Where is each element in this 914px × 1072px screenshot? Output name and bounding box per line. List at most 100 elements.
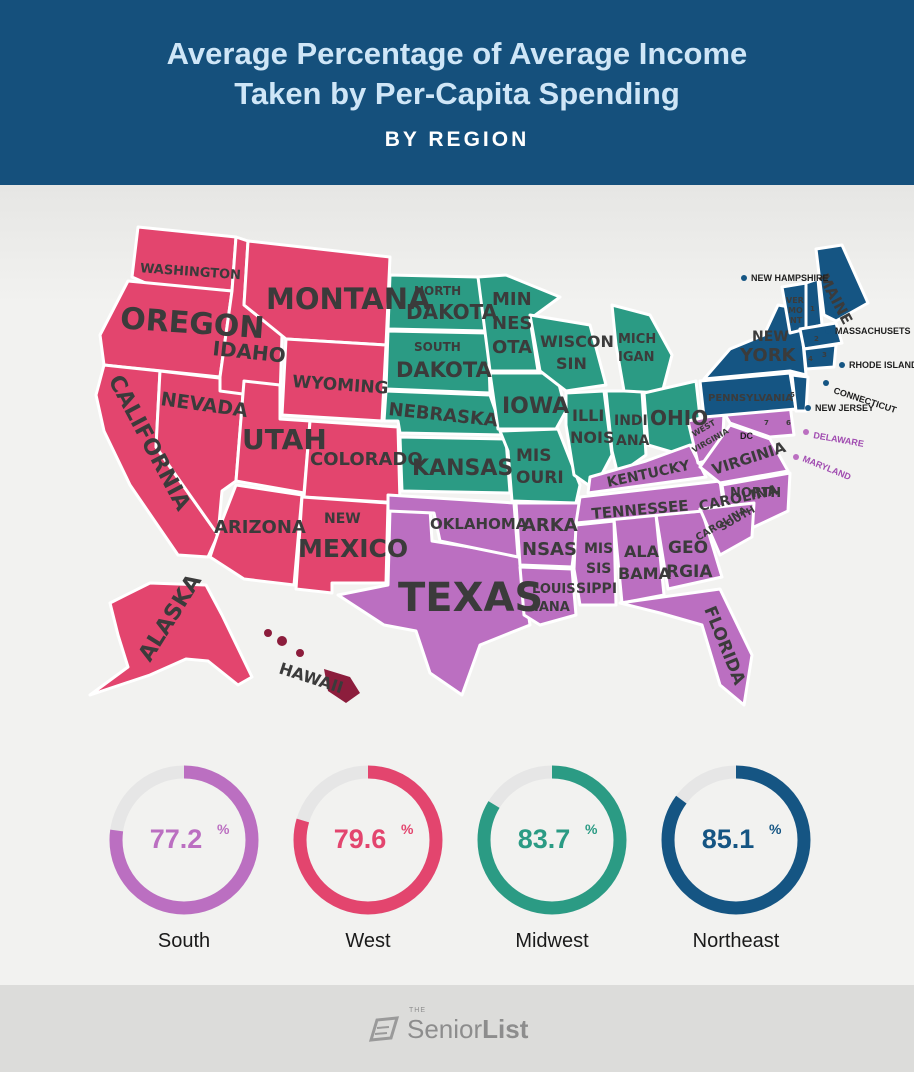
state-michigan [610,303,674,395]
logo-list: List [482,1013,529,1044]
label-alabama-1: ALA [624,542,660,561]
label-michigan-2: IGAN [618,350,654,365]
logo-book-icon [368,1016,400,1042]
label-rhode-island: RHODE ISLAND [849,360,914,370]
label-illinois-2: NOIS [570,428,614,447]
hawaii-island [264,629,272,637]
label-illinois-1: ILLI [572,406,604,425]
label-num-4: 4 [808,355,813,363]
label-dc: DC [740,431,753,441]
state-arkansas [514,501,582,569]
donut-arc-northeast [661,765,811,915]
logo-senior: Senior [407,1013,483,1044]
us-region-map: WASHINGTON OREGON CALIFORNIA NEVADA IDAH… [0,185,914,745]
donut-label-west: West [345,930,391,952]
donut-midwest-svg: 83.7 % [477,765,627,915]
callout-dot [805,405,811,411]
label-new-mexico-2: MEXICO [298,534,408,563]
label-missouri-2: OURI [516,468,564,488]
label-texas: TEXAS [398,575,543,621]
donut-value-northeast: 85.1 [702,824,755,854]
label-delaware: DELAWARE [813,430,865,449]
state-arizona [208,483,304,587]
label-maryland: MARYLAND [801,454,853,483]
label-south-dakota-1: SOUTH [414,340,461,354]
label-minnesota-1: MIN [492,289,532,310]
label-montana: MONTANA [266,282,431,316]
donut-value-south: 77.2 [150,824,203,854]
state-florida [618,587,754,707]
label-north-dakota-1: NORTH [414,284,461,298]
label-num-2: 2 [814,335,819,343]
state-oklahoma [386,493,520,559]
chart-title-line-2: Taken by Per-Capita Spending [234,76,680,111]
donut-west: 79.6 % West [273,760,463,953]
state-connecticut-rhode-island [802,343,838,371]
chart-title-line-1: Average Percentage of Average Income [166,36,748,71]
state-louisiana [518,565,578,627]
donut-northeast-svg: 85.1 % [661,765,811,915]
label-new-jersey: NEW JERSEY [815,403,874,413]
callout-dot [793,454,799,460]
donut-arc-west [293,765,443,915]
label-washington: WASHINGTON [140,261,242,283]
label-north-dakota-2: DAKOTA [406,300,498,324]
donut-chart-row: 77.2 % South 79.6 % West 83.7 % Midwest … [0,745,914,985]
footer: THE Senior List [0,985,914,1072]
donut-label-south: South [157,930,211,952]
label-louisiana-1: LOUIS [532,582,576,597]
chart-subtitle: BY REGION [384,128,530,151]
state-maine [814,243,870,323]
label-massachusetts: MASSACHUSETS [835,326,911,336]
label-minnesota-3: OTA [492,337,532,358]
midwest-region [382,273,704,505]
label-new-york-2: YORK [739,345,797,366]
label-new-york-1: NEW [752,329,789,345]
label-mississippi-2: SIS [586,561,611,577]
label-pennsylvania: PENNSYLVANIA [708,393,793,404]
donut-northeast: 85.1 % Northeast [641,760,831,953]
state-nebraska [382,389,506,437]
label-louisiana-2: IANA [534,600,570,615]
label-alabama-2: BAMA [618,564,672,583]
label-ohio: OHIO [650,406,708,430]
label-mississippi-3: SIPPI [576,581,617,597]
state-virginia [698,423,790,485]
state-wyoming [280,337,388,423]
donut-west-svg: 79.6 % [293,765,443,915]
state-wisconsin [528,313,608,393]
northeast-region [698,243,870,419]
donut-label-midwest: Midwest [515,930,589,952]
donut-label-northeast: Northeast [692,930,780,952]
label-arkansas-2: NSAS [522,539,577,560]
state-south-dakota [384,329,492,395]
callout-dot [839,362,845,368]
hawaii-island [277,636,287,646]
header-banner: Average Percentage of Average Income Tak… [0,0,914,185]
label-north-carolina-1: NORTH [730,486,781,501]
donut-south-svg: 77.2 % [109,765,259,915]
donut-pct-south: % [217,821,230,837]
donut-pct-midwest: % [585,821,598,837]
label-utah: UTAH [242,423,327,456]
donut-south: 77.2 % South [89,760,279,953]
label-georgia-1: GEO [668,538,708,558]
label-mississippi-1: MIS [584,541,613,557]
label-georgia-2: RGIA [666,562,713,582]
west-region [88,225,402,697]
senior-list-logo: THE Senior List [367,1007,528,1051]
label-vermont-3: NT [790,316,803,325]
label-indiana-1: INDI [614,413,648,429]
south-region [336,403,796,707]
label-num-6: 6 [786,419,791,427]
label-minnesota-2: NES [492,313,532,334]
logo-the: THE [409,1007,426,1014]
callout-dot [803,429,809,435]
label-wisconsin-1: WISCON [540,332,614,351]
us-map-svg: WASHINGTON OREGON CALIFORNIA NEVADA IDAH… [88,225,914,707]
label-kansas: KANSAS [412,456,513,481]
label-num-1: 1 [810,305,815,313]
donut-arc-midwest [477,765,627,915]
state-massachusetts [798,321,844,351]
label-num-5: 5 [790,391,795,399]
